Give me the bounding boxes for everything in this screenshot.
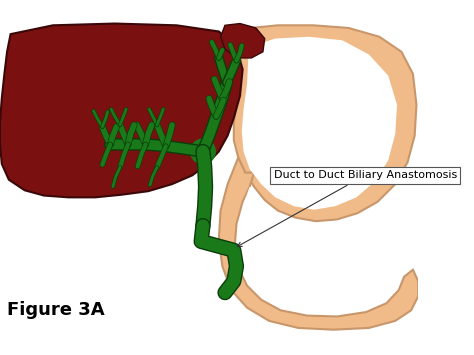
Text: Figure 3A: Figure 3A — [7, 301, 105, 319]
Polygon shape — [219, 158, 418, 330]
Circle shape — [191, 139, 215, 164]
Polygon shape — [239, 187, 395, 308]
Text: Duct to Duct Biliary Anastomosis: Duct to Duct Biliary Anastomosis — [237, 170, 457, 247]
Polygon shape — [0, 23, 243, 197]
Circle shape — [194, 143, 212, 160]
Polygon shape — [220, 23, 264, 58]
Polygon shape — [234, 25, 417, 221]
Polygon shape — [242, 37, 397, 210]
